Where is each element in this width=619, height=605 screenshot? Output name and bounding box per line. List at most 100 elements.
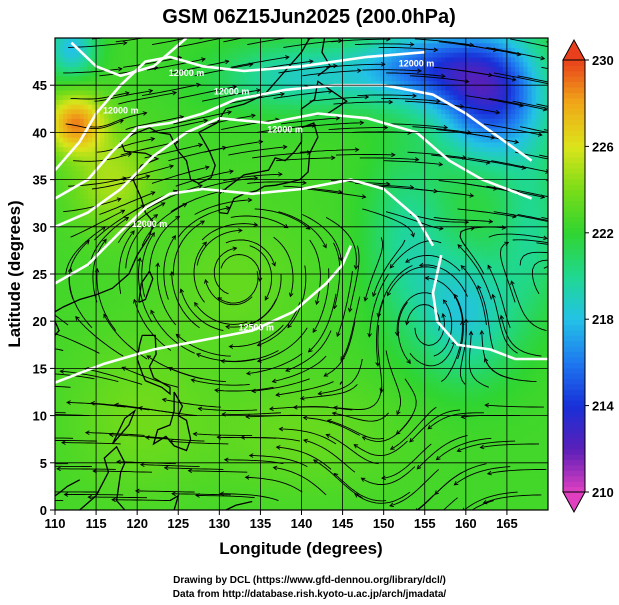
streamline-arrow	[160, 202, 166, 207]
streamline	[230, 56, 289, 68]
streamline-arrow	[272, 465, 278, 471]
colorbar-segment	[563, 119, 585, 126]
streamline-arrow	[332, 405, 338, 411]
streamline	[191, 379, 250, 386]
streamline-arrow	[477, 284, 482, 290]
streamline-arrow	[142, 111, 148, 116]
colorbar-segment	[563, 400, 585, 407]
streamline	[249, 273, 282, 326]
streamline	[486, 46, 545, 60]
colorbar-segment	[563, 313, 585, 320]
streamline-arrow	[247, 197, 253, 203]
streamline	[303, 417, 361, 436]
colorbar-segment	[563, 335, 585, 342]
streamline-arrow	[114, 402, 119, 408]
colorbar-segment	[563, 459, 585, 466]
streamline	[89, 217, 129, 266]
streamline	[364, 237, 383, 301]
streamline-arrow	[361, 194, 367, 199]
x-tick-label: 120	[126, 516, 148, 531]
colorbar-segment	[563, 232, 585, 239]
streamline-arrow	[416, 464, 422, 470]
streamline	[383, 160, 443, 166]
streamline-arrow	[386, 291, 391, 297]
colorbar-segment	[563, 265, 585, 272]
streamline	[201, 223, 258, 241]
streamline	[390, 406, 437, 450]
streamline	[68, 268, 93, 329]
colorbar-segment	[563, 70, 585, 77]
colorbar-segment	[563, 259, 585, 266]
x-tick-label: 140	[291, 516, 313, 531]
streamline-arrow	[124, 91, 130, 96]
streamline-arrow	[360, 477, 366, 482]
streamline-arrow	[389, 445, 395, 450]
streamline-arrow	[146, 355, 152, 360]
streamline-arrow	[12, 384, 16, 388]
colorbar-segment	[563, 394, 585, 401]
streamline	[499, 241, 516, 303]
credit-data: Data from http://database.rish.kyoto-u.a…	[172, 589, 447, 600]
streamline	[434, 463, 487, 495]
streamline-arrow	[150, 136, 156, 142]
streamline-arrow	[61, 440, 66, 445]
streamline-arrow	[197, 184, 203, 189]
streamline-arrow	[232, 84, 238, 90]
streamline-arrow	[147, 30, 151, 34]
colorbar-segment	[563, 427, 585, 434]
streamline-arrow	[404, 320, 410, 326]
streamline-arrow	[479, 444, 485, 450]
streamline	[70, 92, 129, 100]
colorbar-segment	[563, 416, 585, 423]
streamline	[353, 440, 408, 457]
streamline	[204, 141, 263, 153]
streamline-arrow	[438, 161, 444, 167]
streamline	[357, 94, 417, 97]
streamline-arrow	[130, 230, 135, 236]
contour-line	[431, 254, 548, 361]
streamline-arrow	[292, 404, 298, 410]
streamline-arrow	[537, 132, 543, 137]
streamline-arrow	[323, 372, 329, 377]
streamline	[91, 175, 150, 190]
streamline	[477, 285, 495, 351]
contour-label: 12000 m	[214, 87, 250, 97]
coastline	[111, 408, 137, 445]
streamline-arrow	[248, 453, 254, 458]
x-tick-label: 125	[167, 516, 189, 531]
streamline-arrow	[486, 470, 492, 476]
colorbar-segment	[563, 389, 585, 396]
streamline-arrow	[90, 401, 95, 406]
streamline-arrow	[315, 300, 320, 306]
streamline-arrow	[280, 92, 285, 97]
streamline	[491, 160, 548, 173]
y-tick-label: 45	[33, 78, 47, 93]
streamline	[463, 491, 518, 510]
streamline-arrow	[353, 265, 359, 270]
streamline	[307, 188, 366, 198]
streamline	[257, 302, 301, 346]
streamline	[99, 191, 155, 215]
streamline	[488, 97, 547, 111]
streamline-arrow	[514, 139, 520, 145]
streamline-arrow	[271, 378, 277, 384]
streamline	[195, 494, 255, 499]
streamline	[483, 123, 542, 136]
streamline-arrow	[283, 224, 289, 229]
streamline-arrow	[134, 488, 140, 494]
streamline	[433, 299, 453, 357]
colorbar-segment	[563, 308, 585, 315]
streamline-arrow	[214, 388, 219, 393]
streamline-arrow	[169, 164, 175, 169]
streamline-arrow	[427, 424, 433, 430]
streamline	[480, 443, 540, 449]
streamline	[500, 315, 542, 357]
streamline	[188, 470, 248, 473]
streamline	[178, 86, 237, 99]
streamline-arrow	[483, 357, 489, 363]
streamline	[193, 433, 253, 436]
streamline-arrow	[317, 391, 323, 396]
streamline-arrow	[409, 42, 415, 47]
streamline-arrow	[278, 172, 283, 177]
streamline	[327, 419, 384, 440]
